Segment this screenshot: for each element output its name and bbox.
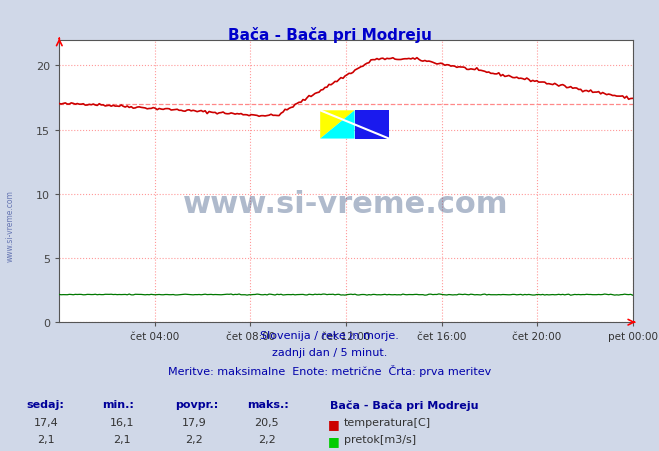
Text: 16,1: 16,1 — [109, 417, 134, 427]
Polygon shape — [320, 111, 355, 139]
Text: maks.:: maks.: — [247, 399, 289, 409]
Text: 2,1: 2,1 — [38, 434, 55, 444]
Text: 2,2: 2,2 — [258, 434, 275, 444]
Text: 2,2: 2,2 — [186, 434, 203, 444]
Text: sedaj:: sedaj: — [26, 399, 64, 409]
Text: www.si-vreme.com: www.si-vreme.com — [183, 189, 509, 219]
Text: ■: ■ — [328, 434, 339, 447]
Text: www.si-vreme.com: www.si-vreme.com — [5, 189, 14, 262]
Text: 17,9: 17,9 — [182, 417, 207, 427]
Text: 17,4: 17,4 — [34, 417, 59, 427]
Text: povpr.:: povpr.: — [175, 399, 218, 409]
Text: 2,1: 2,1 — [113, 434, 130, 444]
Polygon shape — [320, 111, 355, 139]
Text: temperatura[C]: temperatura[C] — [344, 417, 431, 427]
Text: Slovenija / reke in morje.: Slovenija / reke in morje. — [260, 330, 399, 340]
Text: zadnji dan / 5 minut.: zadnji dan / 5 minut. — [272, 347, 387, 357]
Text: 20,5: 20,5 — [254, 417, 279, 427]
Text: min.:: min.: — [102, 399, 134, 409]
Text: Bača - Bača pri Modreju: Bača - Bača pri Modreju — [330, 399, 478, 410]
Text: ■: ■ — [328, 417, 339, 430]
Text: Meritve: maksimalne  Enote: metrične  Črta: prva meritev: Meritve: maksimalne Enote: metrične Črta… — [168, 364, 491, 377]
Text: Bača - Bača pri Modreju: Bača - Bača pri Modreju — [227, 27, 432, 43]
Text: pretok[m3/s]: pretok[m3/s] — [344, 434, 416, 444]
Polygon shape — [355, 111, 389, 139]
